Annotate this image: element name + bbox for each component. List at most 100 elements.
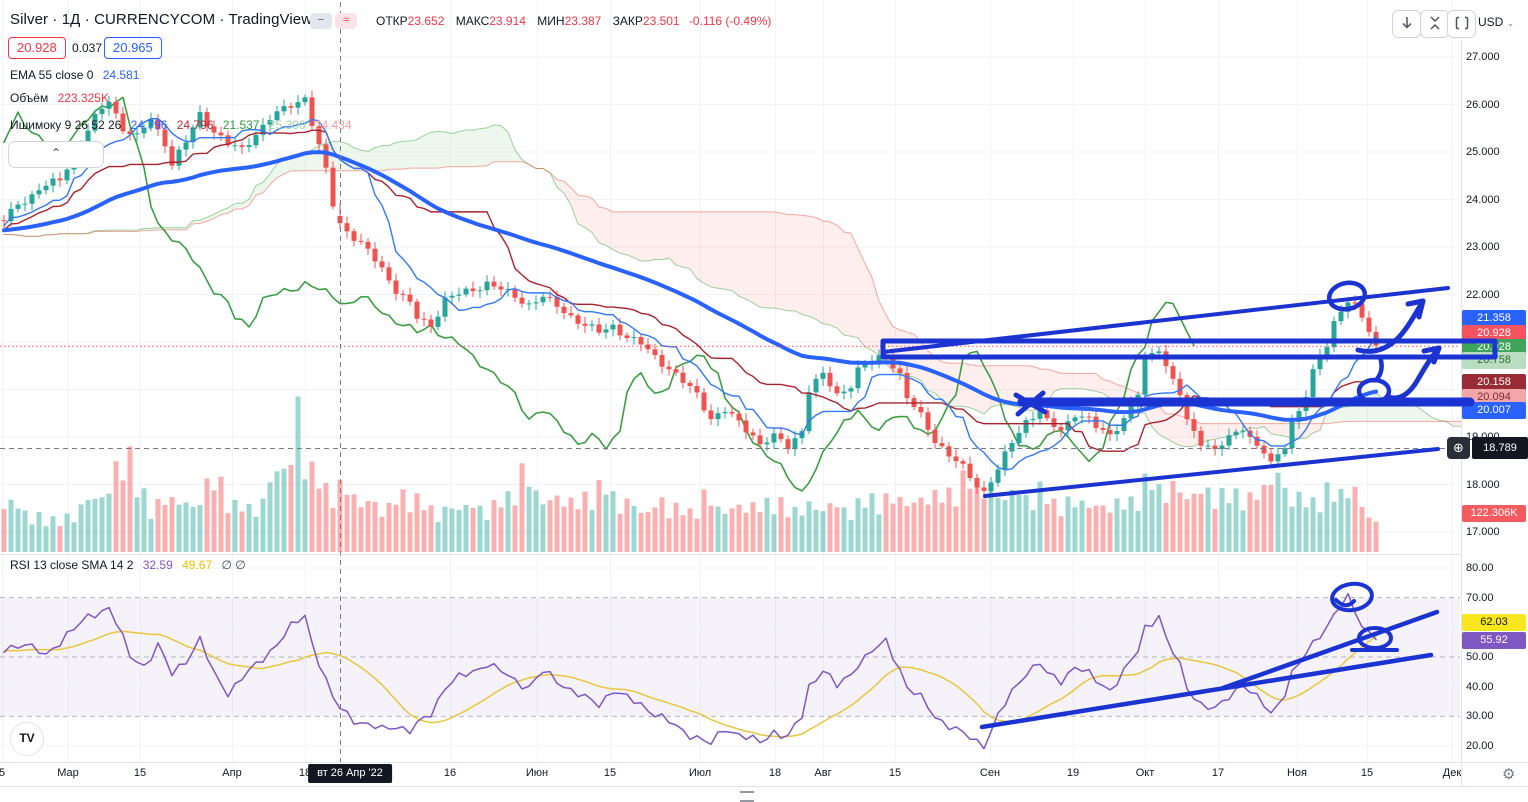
price-badge: 20.758 <box>1462 351 1526 369</box>
fullscreen-icon <box>1455 16 1468 30</box>
time-axis-label: 19 <box>1066 767 1080 779</box>
time-axis-label: 15 <box>603 767 617 779</box>
time-axis-label: 15 <box>1360 767 1374 779</box>
price-axis-label: 23.000 <box>1466 241 1500 253</box>
rsi-axis-label: 50.00 <box>1466 651 1494 663</box>
price-badge: 122.306K <box>1462 504 1526 522</box>
ichimoku-senkou-a-value: 25.300 <box>268 118 306 132</box>
ask-box[interactable]: 20.965 <box>104 37 162 59</box>
time-axis-label: 18 <box>298 767 312 779</box>
price-axis-label: 25.000 <box>1466 146 1500 158</box>
open-value: 23.652 <box>407 14 445 28</box>
price-axis-label: 26.000 <box>1466 98 1500 111</box>
rsi-axis-label: 20.00 <box>1466 740 1494 752</box>
scroll-to-recent-button[interactable] <box>1392 10 1421 38</box>
price-badge: 20.158 <box>1462 373 1526 391</box>
price-axis-label: 27.000 <box>1466 51 1500 63</box>
rsi-sma-value: 49.67 <box>182 558 213 572</box>
time-axis-label: Авг <box>814 767 832 779</box>
time-axis-label: Окт <box>1135 767 1155 779</box>
rsi-badge: 62.03 <box>1462 613 1526 631</box>
price-badge: 21.358 <box>1462 309 1526 327</box>
currency-dropdown[interactable]: USD ⌄ <box>1478 15 1514 29</box>
settings-gear-icon[interactable]: ⚙ <box>1502 766 1516 783</box>
rsi-value: 32.59 <box>142 558 173 572</box>
rsi-axis-label: 30.00 <box>1466 710 1494 723</box>
price-axis-label: 18.000 <box>1466 478 1500 491</box>
rsi-badge: 55.92 <box>1462 631 1526 649</box>
rsi-axis-label: 40.00 <box>1466 680 1494 693</box>
price-axis-label: 22.000 <box>1466 288 1500 301</box>
wave-icon[interactable]: ≈ <box>335 13 357 29</box>
time-axis-label: Дек <box>1442 767 1462 779</box>
price-badge: 20.094 <box>1462 388 1526 406</box>
price-axis-label: 24.000 <box>1466 193 1500 206</box>
close-label: ЗАКР <box>612 14 643 28</box>
rsi-axis-label: 80.00 <box>1466 562 1494 574</box>
tv-logo-text: TV <box>19 731 35 745</box>
time-axis-label: Ноя <box>1286 767 1308 779</box>
time-axis-label: Июн <box>525 767 549 779</box>
arrow-down-icon <box>1401 17 1412 29</box>
ichimoku-legend-name: Ишимоку 9 26 52 26 <box>10 118 122 132</box>
ema-legend-name: EMA 55 close 0 <box>10 68 94 82</box>
time-axis-label: 5 <box>0 767 6 779</box>
pane-separators <box>0 40 1528 787</box>
ichimoku-chikou-value: 21.537 <box>222 118 260 132</box>
high-label: МАКС <box>455 14 490 28</box>
symbol-title[interactable]: Silver · 1Д · CURRENCYCOM · TradingView <box>10 11 313 28</box>
rsi-empty-values: ∅ ∅ <box>221 558 246 572</box>
spread-value: 0.037 <box>72 41 103 55</box>
time-axis-label: 17 <box>1211 767 1225 779</box>
open-label: ОТКР <box>376 14 408 28</box>
price-badge: 20.928 <box>1462 324 1526 342</box>
ichimoku-legend[interactable]: Ишимоку 9 26 52 26 24.796 24.796 21.537 … <box>10 118 352 132</box>
low-value: 23.387 <box>564 14 602 28</box>
volume-legend-value: 223.325K <box>57 91 109 105</box>
price-axis-label: 17.000 <box>1466 526 1500 538</box>
gridlines <box>0 0 1460 762</box>
volume-legend-name: Объём <box>10 91 49 105</box>
high-value: 23.914 <box>489 14 526 28</box>
chevron-down-icon: ⌄ <box>1506 18 1515 28</box>
pane-resize-handle[interactable] <box>740 791 754 802</box>
close-value: 23.501 <box>642 14 680 28</box>
time-axis-label: 18 <box>768 767 782 779</box>
ohlc-row: ОТКР23.652 МАКС23.914 МИН23.387 ЗАКР23.5… <box>368 14 771 28</box>
ichimoku-senkou-b-value: 24.434 <box>314 118 352 132</box>
time-axis-label: 15 <box>133 767 147 779</box>
time-axis-label: 16 <box>443 767 457 779</box>
collapse-chevrons-icon <box>1429 16 1440 30</box>
ichimoku-kijun-value: 24.796 <box>176 118 214 132</box>
currency-label: USD <box>1478 15 1504 29</box>
price-badge: 20.007 <box>1462 401 1526 419</box>
rsi-legend[interactable]: RSI 13 close SMA 14 2 32.59 49.67 ∅ ∅ <box>10 558 246 572</box>
time-axis-label: Апр <box>222 767 242 779</box>
collapse-pane-button[interactable] <box>1420 10 1449 38</box>
rsi-axis-label: 70.00 <box>1466 591 1494 604</box>
ema-legend-value: 24.581 <box>102 68 140 82</box>
bar-style-icon[interactable]: − <box>310 13 332 29</box>
fullscreen-button[interactable] <box>1447 10 1476 38</box>
low-label: МИН <box>537 14 565 28</box>
change-value: -0.116 (-0.49%) <box>688 14 772 28</box>
tradingview-logo[interactable]: TV <box>10 722 44 756</box>
crosshair-date-badge: вт 26 Апр '22 <box>308 764 392 783</box>
volume-bars <box>1 396 1379 552</box>
chevron-up-icon: ⌃ <box>50 146 62 160</box>
time-axis-label: 15 <box>888 767 902 779</box>
legend-collapse-button[interactable]: ⌃ <box>8 141 104 168</box>
time-axis-label: Мар <box>57 767 79 779</box>
ichimoku-tenkan-value: 24.796 <box>130 118 168 132</box>
bid-box[interactable]: 20.928 <box>8 37 66 59</box>
time-axis-label: Июл <box>688 767 712 779</box>
ema-legend[interactable]: EMA 55 close 0 24.581 <box>10 68 139 82</box>
time-axis-label: Сен <box>979 767 1001 779</box>
chikou-line <box>3 96 1195 492</box>
volume-legend[interactable]: Объём 223.325K <box>10 91 109 105</box>
rsi-legend-name: RSI 13 close SMA 14 2 <box>10 558 134 572</box>
add-alert-plus-button[interactable]: ⊕ <box>1447 437 1470 459</box>
crosshair-price-badge: 18.789 <box>1472 437 1528 459</box>
